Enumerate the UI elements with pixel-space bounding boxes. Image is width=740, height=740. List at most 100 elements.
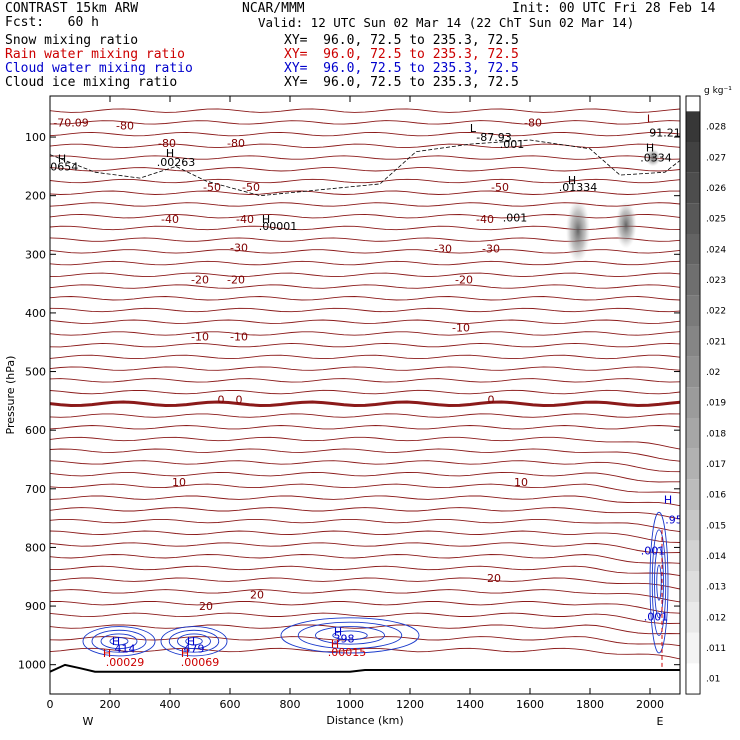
colorbar-label: .026 [706, 184, 726, 194]
extremum-marker: L [470, 122, 477, 135]
cloud-ice-blob [615, 201, 637, 249]
colorbar-swatch [686, 448, 700, 480]
colorbar-label: .023 [706, 276, 726, 286]
field-snow-name: Snow mixing ratio [5, 33, 139, 48]
isotherm-contour [50, 296, 680, 301]
y-tick-label: 900 [25, 600, 46, 613]
field-snow-xy: XY= 96.0, 72.5 to 235.3, 72.5 [284, 33, 519, 48]
contour-label: -50 [242, 181, 260, 194]
extremum-marker: H [187, 635, 195, 648]
colorbar-label: .019 [706, 399, 726, 409]
isotherm-contour [50, 178, 680, 184]
cloud-water-contour [177, 633, 211, 650]
colorbar-swatch [686, 418, 700, 449]
isotherm-contour [50, 307, 680, 313]
field-rain-name: Rain water mixing ratio [5, 47, 186, 62]
isotherm-contour [50, 471, 680, 483]
contour-label: -80 [116, 119, 134, 132]
contour-label: 20 [250, 588, 264, 601]
field-cloudwater-xy: XY= 96.0, 72.5 to 235.3, 72.5 [284, 61, 519, 76]
isotherm-contour [50, 366, 680, 371]
contour-label: -30 [230, 241, 248, 254]
isotherm-contour [50, 284, 680, 289]
colorbar-label: .027 [706, 153, 726, 163]
init-time: Init: 00 UTC Fri 28 Feb 14 [512, 1, 716, 16]
x-tick-label: 0 [47, 698, 54, 711]
forecast-hour: Fcst: 60 h [5, 15, 99, 30]
contour-label: -10 [191, 330, 209, 343]
isotherm-contour [50, 413, 680, 418]
colorbar-label: .01 [706, 675, 720, 685]
contour-label: 10 [514, 476, 528, 489]
contour-label: .001 [644, 611, 669, 624]
extremum-marker: H [646, 142, 654, 155]
contour-label: -40 [476, 213, 494, 226]
colorbar-label: .028 [706, 123, 726, 133]
y-tick-label: 700 [25, 483, 46, 496]
isotherm-contour [50, 272, 680, 278]
terrain-line [50, 663, 680, 673]
isotherm-contour [50, 565, 680, 577]
contour-label: .00263 [157, 156, 196, 169]
isotherm-contour [50, 319, 680, 324]
extremum-marker: H [262, 213, 270, 226]
extremum-marker: H [664, 493, 672, 506]
isotherm-contour [50, 460, 680, 473]
colorbar-label: .022 [706, 307, 726, 317]
y-tick-label: 500 [25, 366, 46, 379]
contour-label: 479 [184, 642, 205, 655]
extremum-marker: H [181, 647, 189, 660]
colorbar-swatch [686, 295, 700, 326]
contour-label: 0 [488, 394, 495, 407]
isotherm-contour [50, 143, 680, 149]
model-title: CONTRAST 15km ARW [5, 1, 139, 16]
extremum-marker: H [334, 625, 342, 638]
contour-label: .001 [641, 544, 666, 557]
colorbar-label: .025 [706, 215, 726, 225]
east-label: E [657, 715, 664, 728]
contour-label: 20 [487, 572, 501, 585]
isotherm-contour [50, 577, 680, 590]
contour-label: -40 [161, 213, 179, 226]
isotherm-contour [50, 530, 680, 543]
extremum-marker: H [166, 147, 174, 160]
contour-label: 414 [115, 642, 136, 655]
isotherm-contour [50, 131, 680, 137]
contour-label: -20 [227, 274, 245, 287]
contour-label: 0 [218, 394, 225, 407]
cloud-water-contour [168, 629, 220, 653]
contour-label: .00654 [40, 160, 79, 173]
contour-label: .00069 [181, 656, 220, 669]
cloud-water-contour [91, 629, 147, 653]
contour-label: -80 [227, 137, 245, 150]
colorbar-label: .012 [706, 613, 726, 623]
colorbar-label: .021 [706, 337, 726, 347]
cloud-water-contour [649, 511, 669, 654]
colorbar-label: .011 [706, 644, 726, 654]
isotherm-contour [50, 331, 680, 336]
cloud-water-contour [100, 633, 138, 650]
field-cloudwater-name: Cloud water mixing ratio [5, 61, 193, 76]
field-rain-xy: XY= 96.0, 72.5 to 235.3, 72.5 [284, 47, 519, 62]
y-tick-label: 1000 [18, 659, 46, 672]
cloud-water-contour [82, 626, 156, 657]
contour-label: -50 [491, 181, 509, 194]
contour-label: .0334 [640, 152, 672, 165]
isotherm-contour [50, 389, 680, 395]
colorbar-label: .015 [706, 521, 726, 531]
field-cloudice-name: Cloud ice mixing ratio [5, 75, 178, 90]
colorbar-label: .024 [706, 245, 726, 255]
x-tick-label: 400 [160, 698, 181, 711]
extremum-marker: H [568, 174, 576, 187]
extremum-marker: H [103, 647, 111, 660]
extremum-marker: H [58, 153, 66, 166]
colorbar-swatch [686, 356, 700, 388]
field-cloudice-xy: XY= 96.0, 72.5 to 235.3, 72.5 [284, 75, 519, 90]
contour-label: -30 [482, 242, 500, 255]
colorbar-label: .014 [706, 552, 726, 562]
colorbar-swatch [686, 234, 700, 265]
contour-label: .00029 [106, 656, 145, 669]
plot-frame [49, 95, 681, 695]
contour-label: 91.21 [649, 126, 681, 139]
